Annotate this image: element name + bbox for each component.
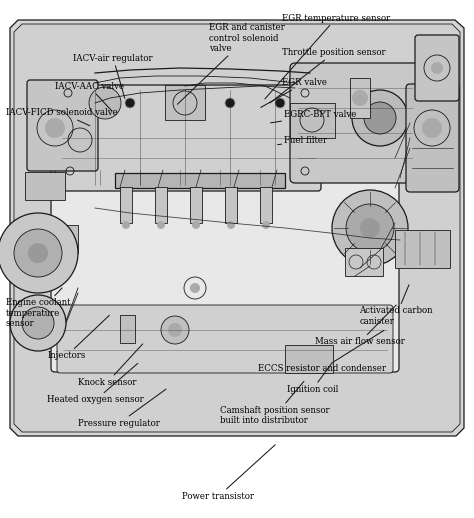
Circle shape [360,218,380,238]
FancyBboxPatch shape [57,305,393,373]
FancyBboxPatch shape [51,124,399,372]
Bar [345,248,383,276]
Text: IACV-air regulator: IACV-air regulator [73,54,153,98]
Bar [350,78,370,118]
Circle shape [168,323,182,337]
FancyBboxPatch shape [27,80,98,171]
Circle shape [422,118,442,138]
Circle shape [300,98,310,108]
Text: EGR and canister
control solenoid
valve: EGR and canister control solenoid valve [177,23,284,104]
Bar [225,187,237,223]
Circle shape [192,221,200,229]
Text: Activated carbon
canister: Activated carbon canister [359,285,433,326]
Text: IACV-AAC valve: IACV-AAC valve [55,82,124,111]
Text: EGR valve: EGR valve [261,78,327,107]
Text: Heated oxygen sensor: Heated oxygen sensor [47,364,144,405]
Text: Mass air flow sensor: Mass air flow sensor [315,305,405,347]
Text: Injectors: Injectors [47,315,109,361]
Circle shape [190,283,200,293]
Bar [395,230,450,268]
Text: Camshaft position sensor
built into distributor: Camshaft position sensor built into dist… [220,381,330,425]
Text: Engine coolant
temperature
sensor: Engine coolant temperature sensor [6,288,70,328]
Text: Fuel filter: Fuel filter [278,136,328,146]
Circle shape [332,190,408,266]
Circle shape [275,98,285,108]
Bar [190,187,202,223]
Circle shape [122,221,130,229]
Text: Throttle position sensor: Throttle position sensor [270,48,386,103]
Circle shape [125,98,135,108]
Circle shape [352,90,368,106]
FancyBboxPatch shape [55,85,321,191]
Circle shape [225,98,235,108]
Text: Ignition coil: Ignition coil [287,362,338,394]
Text: Knock sensor: Knock sensor [78,344,143,387]
Circle shape [175,98,185,108]
Circle shape [352,90,408,146]
Text: IACV-FICD solenoid valve: IACV-FICD solenoid valve [6,108,118,126]
Circle shape [0,213,78,293]
Circle shape [28,243,48,263]
Bar [165,85,205,120]
Circle shape [157,221,165,229]
Circle shape [346,204,394,252]
Polygon shape [10,20,464,436]
Circle shape [227,221,235,229]
Text: ECCS resistor and condenser: ECCS resistor and condenser [258,330,386,373]
Text: Power transistor: Power transistor [182,445,275,501]
Circle shape [364,102,396,134]
FancyBboxPatch shape [290,63,420,183]
Bar [260,187,272,223]
Circle shape [45,118,65,138]
Circle shape [22,307,54,339]
Bar [290,103,335,138]
Bar [115,173,285,188]
Text: EGR temperature sensor: EGR temperature sensor [265,13,390,99]
Bar [120,187,132,223]
Circle shape [89,87,121,119]
Bar [25,172,65,200]
Bar [60,225,78,253]
Circle shape [431,62,443,74]
Circle shape [75,98,85,108]
FancyBboxPatch shape [406,84,459,192]
Bar [155,187,167,223]
Polygon shape [14,24,460,432]
Circle shape [10,295,66,351]
FancyBboxPatch shape [415,35,459,101]
Bar [120,315,135,343]
Bar [285,345,333,373]
Circle shape [161,316,189,344]
Circle shape [262,221,270,229]
Text: Pressure regulator: Pressure regulator [78,389,166,428]
Text: EGRC-BPT valve: EGRC-BPT valve [271,110,357,123]
Circle shape [14,229,62,277]
